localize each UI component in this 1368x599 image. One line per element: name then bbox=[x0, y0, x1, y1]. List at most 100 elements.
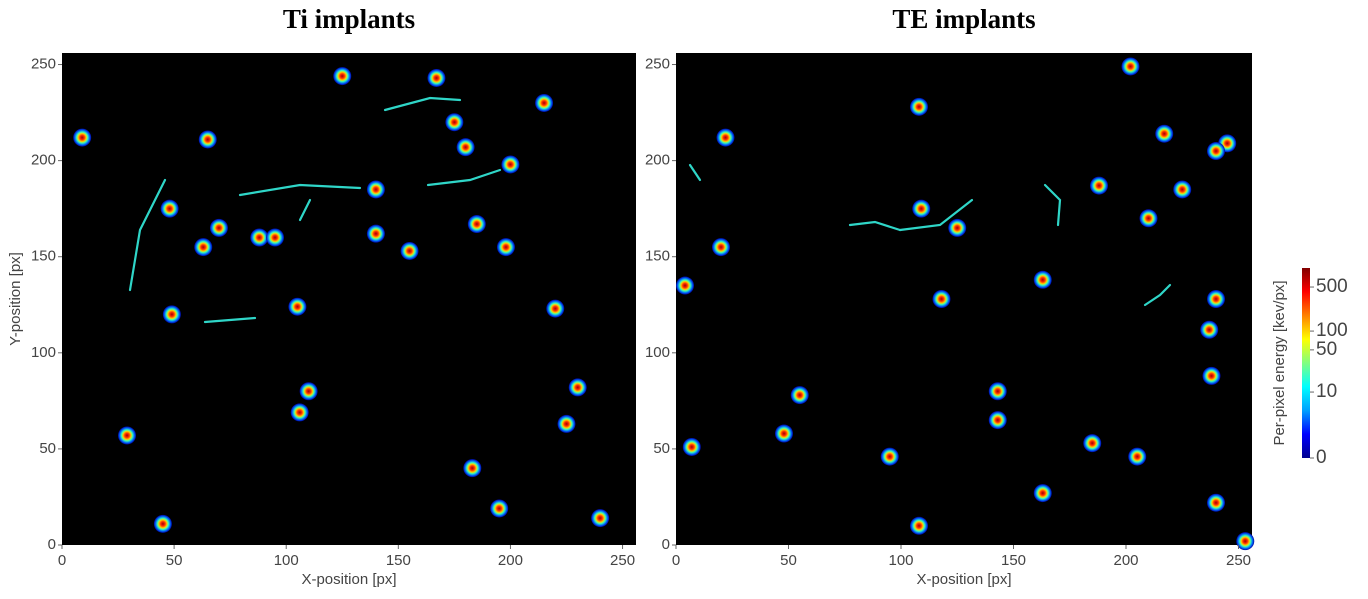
cluster bbox=[400, 241, 419, 260]
track bbox=[848, 220, 902, 232]
cluster bbox=[162, 305, 181, 324]
x-tick-label: 150 bbox=[386, 552, 411, 569]
cluster bbox=[198, 130, 217, 149]
x-tick-label: 100 bbox=[888, 552, 913, 569]
cluster bbox=[988, 382, 1007, 401]
x-tick-label: 100 bbox=[274, 552, 299, 569]
cluster bbox=[1173, 180, 1192, 199]
cluster bbox=[299, 382, 318, 401]
cluster bbox=[910, 516, 928, 535]
x-tick-label: 0 bbox=[672, 552, 680, 569]
cluster bbox=[880, 447, 899, 466]
track bbox=[1143, 283, 1172, 307]
x-axis-label: X-position [px] bbox=[301, 571, 396, 588]
y-tick-label: 250 bbox=[645, 56, 670, 73]
cluster bbox=[546, 299, 565, 318]
colorbar-tick-label: 500 bbox=[1316, 276, 1348, 297]
x-axis-label: X-position [px] bbox=[916, 571, 1011, 588]
cluster bbox=[775, 424, 793, 443]
cluster bbox=[535, 93, 554, 112]
track bbox=[426, 168, 502, 187]
colorbar-tick-label: 0 bbox=[1316, 447, 1327, 468]
y-tick-label: 150 bbox=[645, 248, 670, 265]
cluster bbox=[490, 499, 509, 518]
x-tick-label: 0 bbox=[58, 552, 66, 569]
cluster bbox=[948, 218, 967, 237]
track bbox=[238, 183, 362, 197]
cluster bbox=[194, 238, 213, 257]
cluster bbox=[1033, 270, 1052, 289]
track bbox=[203, 316, 257, 324]
colorbar-tick-label: 100 bbox=[1316, 320, 1348, 341]
cluster bbox=[445, 113, 464, 132]
chart-title: Ti implants bbox=[283, 4, 415, 34]
y-tick-label: 50 bbox=[653, 440, 670, 457]
y-tick-label: 0 bbox=[48, 536, 56, 553]
track bbox=[128, 178, 167, 292]
track bbox=[688, 163, 702, 182]
cluster bbox=[912, 199, 931, 218]
cluster bbox=[682, 437, 701, 456]
cluster bbox=[712, 238, 730, 257]
cluster bbox=[1139, 209, 1158, 228]
cluster bbox=[1207, 493, 1225, 512]
cluster bbox=[1083, 434, 1102, 453]
cluster bbox=[427, 68, 446, 87]
cluster bbox=[456, 138, 475, 157]
cluster bbox=[160, 199, 179, 218]
cluster bbox=[366, 224, 385, 243]
cluster bbox=[288, 297, 307, 316]
cluster bbox=[501, 155, 520, 174]
cluster bbox=[1090, 176, 1108, 195]
colorbar-tick-label: 50 bbox=[1316, 339, 1337, 360]
track bbox=[383, 96, 462, 112]
cluster bbox=[557, 414, 576, 433]
x-tick-label: 200 bbox=[1113, 552, 1138, 569]
cluster bbox=[568, 378, 587, 397]
cluster bbox=[250, 228, 269, 247]
cluster bbox=[1202, 366, 1221, 385]
colorbar-label: Per-pixel energy [kev/px] bbox=[1271, 280, 1288, 445]
cluster bbox=[1033, 484, 1052, 503]
cluster bbox=[209, 218, 228, 237]
x-tick-label: 200 bbox=[498, 552, 523, 569]
x-tick-label: 50 bbox=[166, 552, 183, 569]
cluster bbox=[467, 215, 486, 234]
cluster bbox=[910, 97, 928, 116]
colorbar-tick-label: 10 bbox=[1316, 381, 1337, 402]
y-tick-label: 100 bbox=[645, 344, 670, 361]
x-tick-label: 250 bbox=[1226, 552, 1251, 569]
x-tick-label: 50 bbox=[780, 552, 797, 569]
cluster bbox=[1155, 124, 1174, 143]
track bbox=[1043, 183, 1062, 227]
cluster bbox=[266, 228, 285, 247]
x-tick-label: 250 bbox=[610, 552, 635, 569]
cluster bbox=[1128, 447, 1147, 466]
y-tick-label: 250 bbox=[31, 56, 56, 73]
cluster bbox=[496, 238, 515, 257]
y-tick-label: 50 bbox=[39, 440, 56, 457]
cluster bbox=[118, 426, 137, 445]
y-axis-label: Y-position [px] bbox=[7, 252, 24, 346]
cluster bbox=[333, 67, 352, 86]
y-tick-label: 200 bbox=[31, 152, 56, 169]
cluster bbox=[463, 459, 482, 478]
cluster bbox=[790, 386, 809, 405]
cluster bbox=[1121, 57, 1140, 76]
track bbox=[898, 198, 974, 232]
cluster bbox=[932, 290, 951, 308]
cluster bbox=[1207, 142, 1225, 161]
cluster bbox=[1200, 320, 1219, 339]
y-tick-label: 200 bbox=[645, 152, 670, 169]
y-tick-label: 100 bbox=[31, 344, 56, 361]
cluster bbox=[591, 509, 610, 528]
cluster bbox=[716, 128, 735, 147]
colorbar bbox=[1302, 268, 1310, 458]
x-tick-label: 150 bbox=[1001, 552, 1026, 569]
cluster bbox=[366, 180, 385, 199]
y-tick-label: 0 bbox=[662, 536, 670, 553]
cluster bbox=[676, 276, 694, 295]
cluster bbox=[1207, 290, 1225, 308]
plot-area bbox=[62, 53, 636, 545]
